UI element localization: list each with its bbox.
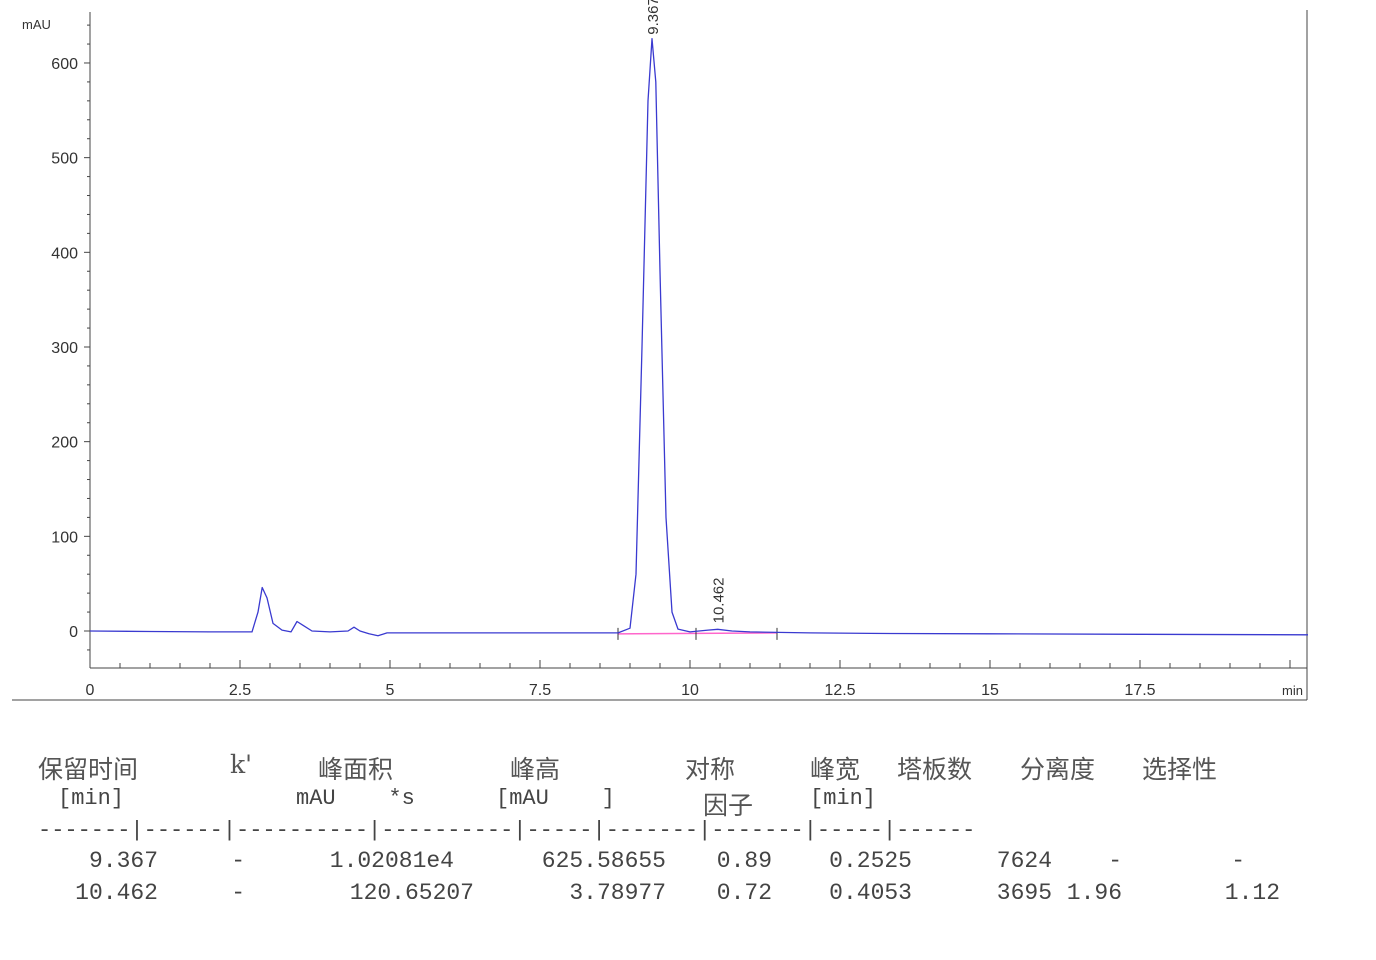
- x-tick-label: 0: [86, 682, 95, 699]
- peak-label: 10.462: [711, 578, 728, 624]
- table-cell: -: [231, 880, 245, 906]
- table-cell: 0.72: [716, 880, 772, 906]
- table-cell: 1.12: [1224, 880, 1280, 906]
- y-axis-label: mAU: [22, 17, 51, 32]
- column-unit: [min]: [58, 786, 125, 811]
- x-tick-label: 17.5: [1124, 682, 1155, 699]
- chromatogram-chart: 0 100 200 300 400 500 600 mAU 0 2.5 5 7.5 10 12.5 15 17…: [12, 0, 1309, 701]
- table-cell: 7624: [996, 848, 1052, 874]
- table-cell: 10.462: [75, 880, 158, 906]
- integration-baseline: [617, 632, 778, 635]
- table-cell: -: [231, 848, 245, 874]
- table-separator: -------|------|----------|----------|---…: [38, 818, 976, 843]
- y-tick-label: 200: [51, 435, 78, 452]
- peak-table: 保留时间 k' 峰面积 峰高 对称 峰宽 塔板数 分离度 选择性 [min] mAU *s [mAU …: [0, 740, 1376, 940]
- column-header: 峰面积: [318, 755, 394, 784]
- table-cell: -: [1108, 848, 1122, 874]
- table-cell: 625.58655: [541, 848, 666, 874]
- y-tick-label: 100: [51, 529, 78, 546]
- y-tick-label: 600: [51, 56, 78, 73]
- y-tick-label: 0: [69, 624, 78, 641]
- column-header: 峰宽: [810, 755, 861, 784]
- x-tick-label: 5: [386, 682, 395, 699]
- column-header: 选择性: [1142, 755, 1218, 784]
- x-tick-label: 12.5: [824, 682, 855, 699]
- chromatogram-trace: [89, 38, 1309, 637]
- table-cell: 0.4053: [829, 880, 912, 906]
- table-cell: 1.02081e4: [329, 848, 454, 874]
- x-tick-label: 15: [981, 682, 999, 699]
- table-cell: 3.78977: [569, 880, 666, 906]
- x-tick-label: 2.5: [229, 682, 251, 699]
- column-header: 分离度: [1020, 755, 1096, 784]
- column-header: 峰高: [510, 755, 561, 784]
- table-cell: 0.2525: [829, 848, 912, 874]
- column-header: 对称: [685, 755, 736, 784]
- column-unit: 因子: [703, 791, 754, 820]
- table-cell: -: [1231, 848, 1245, 874]
- y-tick-label: 300: [51, 340, 78, 357]
- column-header: 塔板数: [897, 755, 973, 784]
- column-header: k': [230, 750, 253, 779]
- x-axis-label: min: [1282, 683, 1303, 698]
- x-tick-label: 10: [681, 682, 699, 699]
- column-header: 保留时间: [38, 755, 139, 784]
- column-unit: [mAU ]: [496, 786, 615, 811]
- table-cell: 1.96: [1066, 880, 1122, 906]
- column-unit: mAU *s: [296, 786, 415, 811]
- table-cell: 0.89: [716, 848, 772, 874]
- peak-label: 9.367: [645, 0, 662, 35]
- x-tick-label: 7.5: [529, 682, 551, 699]
- table-cell: 120.65207: [349, 880, 474, 906]
- y-tick-label: 400: [51, 245, 78, 262]
- table-cell: 3695: [996, 880, 1052, 906]
- column-unit: [min]: [810, 786, 877, 811]
- y-tick-label: 500: [51, 151, 78, 168]
- table-cell: 9.367: [88, 848, 158, 874]
